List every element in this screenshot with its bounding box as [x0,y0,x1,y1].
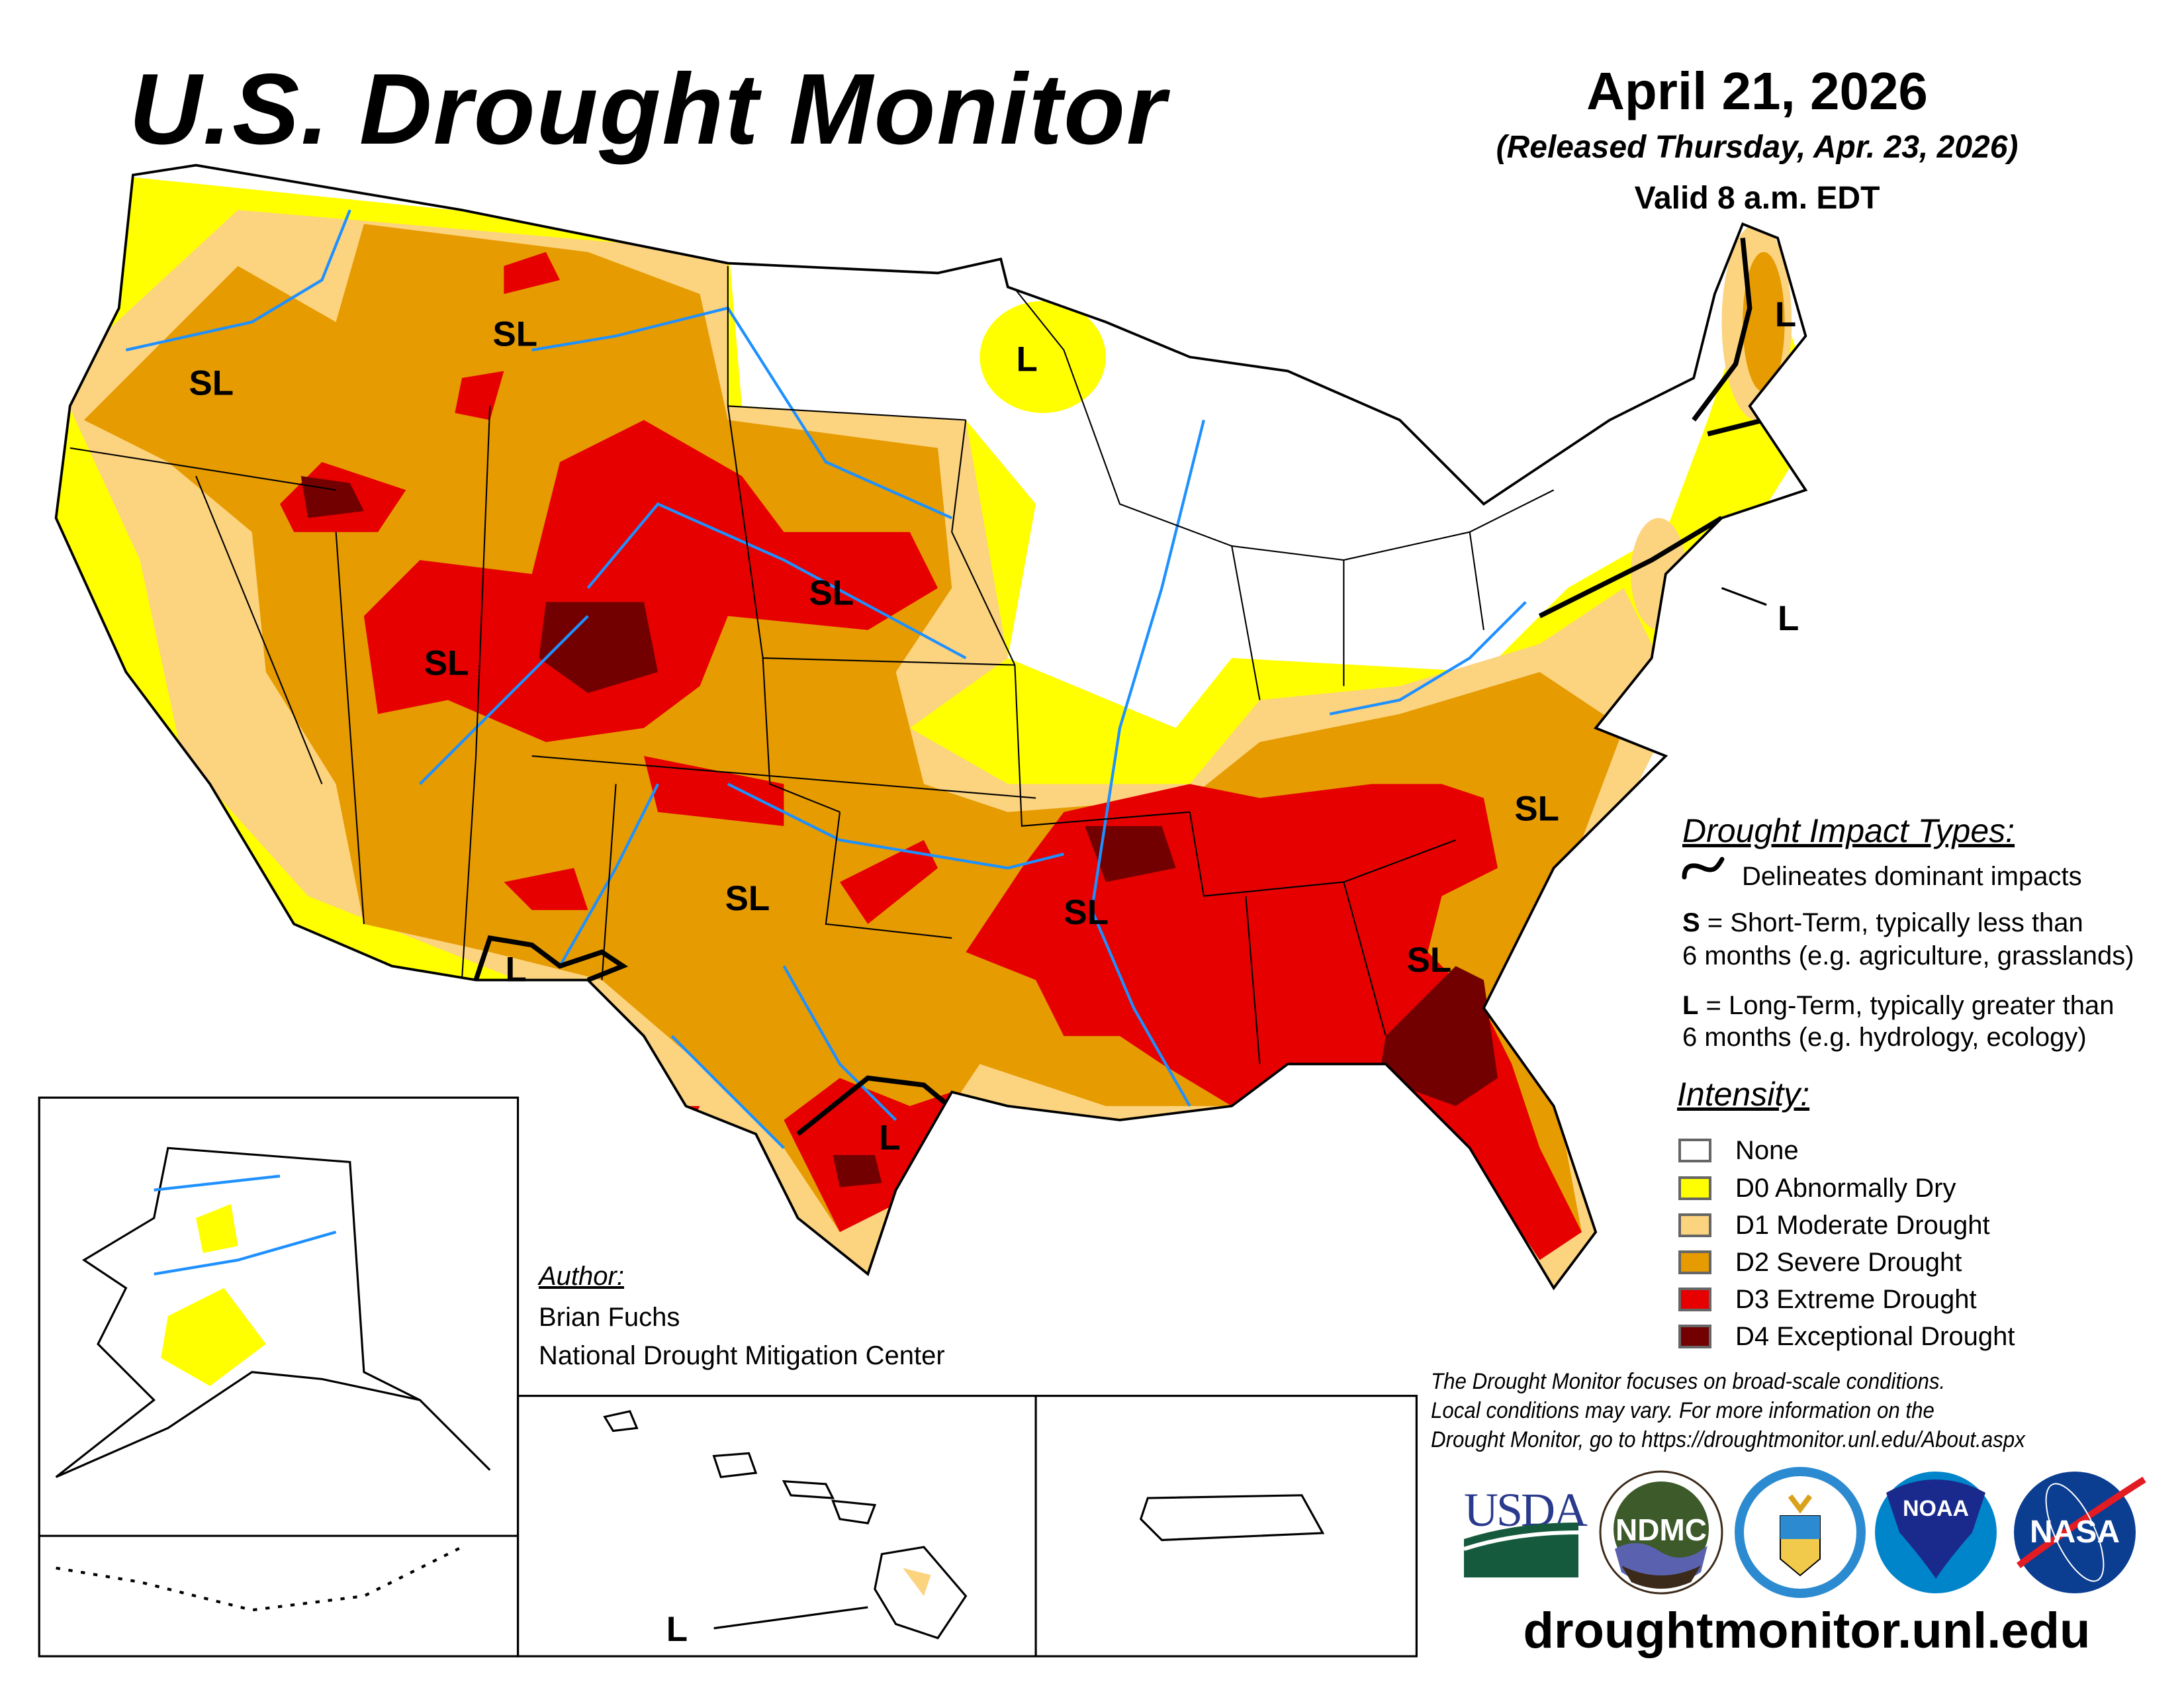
intensity-label: D3 Extreme Drought [1735,1285,1977,1314]
author-name: Brian Fuchs [539,1303,680,1332]
intensity-swatch [1678,1139,1711,1162]
valid-time: Valid 8 a.m. EDT [1634,181,1880,216]
impact-label: SL [725,879,770,918]
footer-note-line: The Drought Monitor focuses on broad-sca… [1431,1369,1946,1394]
short-term-key: S [1682,908,1700,937]
long-term-key: L [1682,991,1699,1020]
impact-boundaries [473,238,1764,1163]
intensity-label: D0 Abnormally Dry [1735,1174,1956,1203]
impact-label: L [666,1610,688,1649]
alaska-inset [55,1147,491,1612]
intensity-label: D1 Moderate Drought [1735,1211,1990,1240]
long-term-text-2: 6 months (e.g. hydrology, ecology) [1682,1023,2087,1052]
state-boundaries [69,265,1555,1064]
impact-label: SL [1064,893,1109,932]
short-term-text-2: 6 months (e.g. agriculture, grasslands) [1682,941,2134,970]
impact-label: SL [492,314,537,353]
svg-text:NDMC: NDMC [1615,1513,1707,1547]
impact-labels: SL SL SL SL SL SL SL SL L L L L L L [189,295,1799,1649]
ndmc-logo: NDMC [1599,1470,1723,1595]
website-url[interactable]: droughtmonitor.unl.edu [1523,1603,2091,1659]
author-heading: Author: [539,1262,624,1291]
impact-line-label: Delineates dominant impacts [1742,862,2082,891]
impact-label: L [506,951,527,990]
puerto-rico-inset [1139,1494,1325,1542]
intensity-label: None [1735,1136,1799,1165]
intensity-swatch [1678,1176,1711,1200]
svg-text:NASA: NASA [2030,1515,2120,1550]
inset-frames [38,1096,1418,1658]
impact-label: SL [1514,789,1559,828]
intensity-swatch [1678,1213,1711,1237]
nasa-logo: NASA [2014,1472,2146,1593]
impact-label: SL [424,643,469,682]
hawaii-inset [603,1410,968,1640]
footer-note-line: Drought Monitor, go to https://droughtmo… [1431,1427,2025,1452]
impact-legend-heading: Drought Impact Types: [1682,812,2015,849]
long-term-text: = Long-Term, typically greater than [1698,991,2115,1020]
noaa-logo: NOAA [1875,1472,1997,1593]
commerce-logo [1735,1467,1866,1598]
intensity-swatch [1678,1325,1711,1348]
partner-logos: USDA NDMC NOAA NASA [1463,1467,2146,1598]
page-title: U.S. Drought Monitor [129,53,1167,165]
impact-label: L [1775,295,1796,334]
release-date: (Released Thursday, Apr. 23, 2026) [1496,130,2019,165]
short-term-text: = Short-Term, typically less than [1700,908,2083,937]
usda-logo: USDA [1463,1483,1590,1577]
svg-text:NOAA: NOAA [1903,1496,1969,1521]
impact-label: SL [809,574,854,613]
map-date: April 21, 2026 [1586,62,1928,120]
impact-label: L [1778,599,1799,638]
intensity-swatch [1678,1288,1711,1311]
impact-label: SL [189,363,234,402]
impact-label: L [1016,340,1037,379]
footer-note-line: Local conditions may vary. For more info… [1431,1398,1934,1423]
intensity-label: D2 Severe Drought [1735,1248,1962,1277]
impact-line-icon [1682,857,1725,880]
intensity-legend-heading: Intensity: [1677,1076,1810,1113]
impact-label: L [879,1118,900,1157]
author-org: National Drought Mitigation Center [539,1341,945,1370]
intensity-label: D4 Exceptional Drought [1735,1322,2015,1351]
intensity-swatch [1678,1250,1711,1274]
impact-label: SL [1407,941,1452,980]
